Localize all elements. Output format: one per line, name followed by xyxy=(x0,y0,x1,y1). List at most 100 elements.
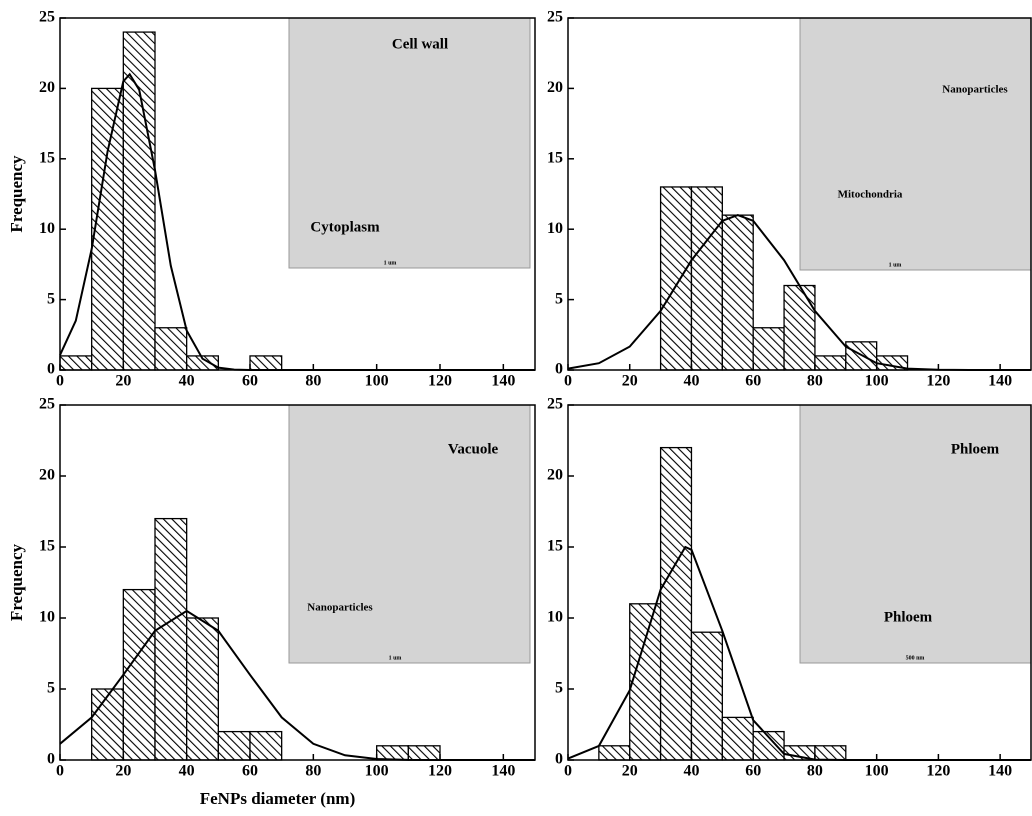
bar xyxy=(659,446,693,761)
y-tick-label: 0 xyxy=(555,751,563,768)
scale-bar-label: 1 um xyxy=(384,260,397,266)
bar xyxy=(659,186,693,371)
bar xyxy=(407,745,441,761)
x-tick-label: 60 xyxy=(242,373,258,390)
bar xyxy=(122,588,156,761)
y-axis-label: Frequency xyxy=(7,543,26,621)
x-tick-label: 140 xyxy=(491,763,515,780)
annotation: Cytoplasm xyxy=(310,219,380,235)
x-tick-label: 40 xyxy=(179,373,195,390)
x-tick-label: 20 xyxy=(115,763,131,780)
tem-inset xyxy=(799,17,1032,271)
y-tick-label: 25 xyxy=(39,9,55,26)
bar xyxy=(376,745,409,761)
x-tick-label: 140 xyxy=(988,763,1012,780)
bar xyxy=(690,631,723,761)
x-tick-label: 100 xyxy=(365,763,389,780)
x-tick-label: 40 xyxy=(683,373,699,390)
annotation: Phloem xyxy=(951,441,1000,457)
bar xyxy=(721,214,754,371)
bar xyxy=(186,617,219,761)
y-tick-label: 25 xyxy=(39,396,55,413)
annotation: Vacuole xyxy=(448,441,499,457)
y-tick-label: 5 xyxy=(47,290,55,307)
x-tick-label: 120 xyxy=(428,373,452,390)
tem-inset xyxy=(288,17,531,269)
bar xyxy=(690,186,723,371)
x-tick-label: 120 xyxy=(926,763,950,780)
bar xyxy=(154,327,188,371)
x-tick-label: 100 xyxy=(365,373,389,390)
y-tick-label: 5 xyxy=(47,680,55,697)
bar xyxy=(217,730,251,761)
plot-frame xyxy=(567,404,1032,761)
x-tick-label: 0 xyxy=(56,373,64,390)
y-axis-label: Frequency xyxy=(7,155,26,233)
x-axis-label: FeNPs diameter (nm) xyxy=(200,789,355,808)
bar xyxy=(91,688,124,761)
y-tick-label: 20 xyxy=(547,467,563,484)
annotation: Mitochondria xyxy=(838,189,903,201)
bar xyxy=(814,745,847,761)
x-tick-label: 20 xyxy=(115,373,131,390)
y-tick-label: 10 xyxy=(547,609,563,626)
y-tick-label: 0 xyxy=(47,751,55,768)
annotation: Nanoparticles xyxy=(942,84,1008,96)
x-tick-label: 40 xyxy=(179,763,195,780)
bar xyxy=(752,327,785,371)
y-tick-label: 15 xyxy=(39,538,55,555)
tem-inset xyxy=(799,404,1032,664)
bar xyxy=(598,745,631,761)
tem-inset xyxy=(288,404,531,664)
x-tick-label: 80 xyxy=(807,763,823,780)
scale-bar-label: 1 um xyxy=(889,262,902,268)
annotation: Nanoparticles xyxy=(307,602,373,614)
x-tick-label: 60 xyxy=(242,763,258,780)
bar xyxy=(154,517,188,761)
plot-frame xyxy=(567,17,1032,371)
y-tick-label: 0 xyxy=(555,361,563,378)
plot-frame xyxy=(59,17,536,371)
x-tick-label: 20 xyxy=(622,763,638,780)
bar xyxy=(629,603,662,761)
x-tick-label: 0 xyxy=(56,763,64,780)
x-tick-label: 120 xyxy=(428,763,452,780)
scale-bar-label: 1 um xyxy=(389,655,402,661)
x-tick-label: 140 xyxy=(491,373,515,390)
x-tick-label: 60 xyxy=(745,763,761,780)
x-tick-label: 100 xyxy=(865,373,889,390)
annotation: Phloem xyxy=(884,609,933,625)
y-tick-label: 5 xyxy=(555,680,563,697)
x-tick-label: 0 xyxy=(564,373,572,390)
fit-curve xyxy=(567,214,1031,371)
x-tick-label: 20 xyxy=(622,373,638,390)
annotation: Cell wall xyxy=(392,36,448,52)
y-tick-label: 15 xyxy=(547,538,563,555)
bar xyxy=(721,716,754,761)
fit-curve xyxy=(59,72,535,371)
y-tick-label: 10 xyxy=(39,609,55,626)
x-tick-label: 0 xyxy=(564,763,572,780)
x-tick-label: 140 xyxy=(988,373,1012,390)
x-tick-label: 80 xyxy=(305,373,321,390)
y-tick-label: 25 xyxy=(547,396,563,413)
y-tick-label: 20 xyxy=(547,79,563,96)
x-tick-label: 120 xyxy=(926,373,950,390)
y-tick-label: 15 xyxy=(39,149,55,166)
x-tick-label: 60 xyxy=(745,373,761,390)
bar xyxy=(249,355,283,371)
scale-bar-label: 500 nm xyxy=(906,655,925,661)
x-tick-label: 80 xyxy=(305,763,321,780)
y-tick-label: 15 xyxy=(547,149,563,166)
x-tick-label: 80 xyxy=(807,373,823,390)
bar xyxy=(249,730,283,761)
y-tick-label: 10 xyxy=(547,220,563,237)
y-tick-label: 20 xyxy=(39,467,55,484)
y-tick-label: 25 xyxy=(547,9,563,26)
plot-frame xyxy=(59,404,536,761)
y-tick-label: 20 xyxy=(39,79,55,96)
bar xyxy=(59,355,93,371)
bar xyxy=(814,355,847,371)
x-tick-label: 100 xyxy=(865,763,889,780)
